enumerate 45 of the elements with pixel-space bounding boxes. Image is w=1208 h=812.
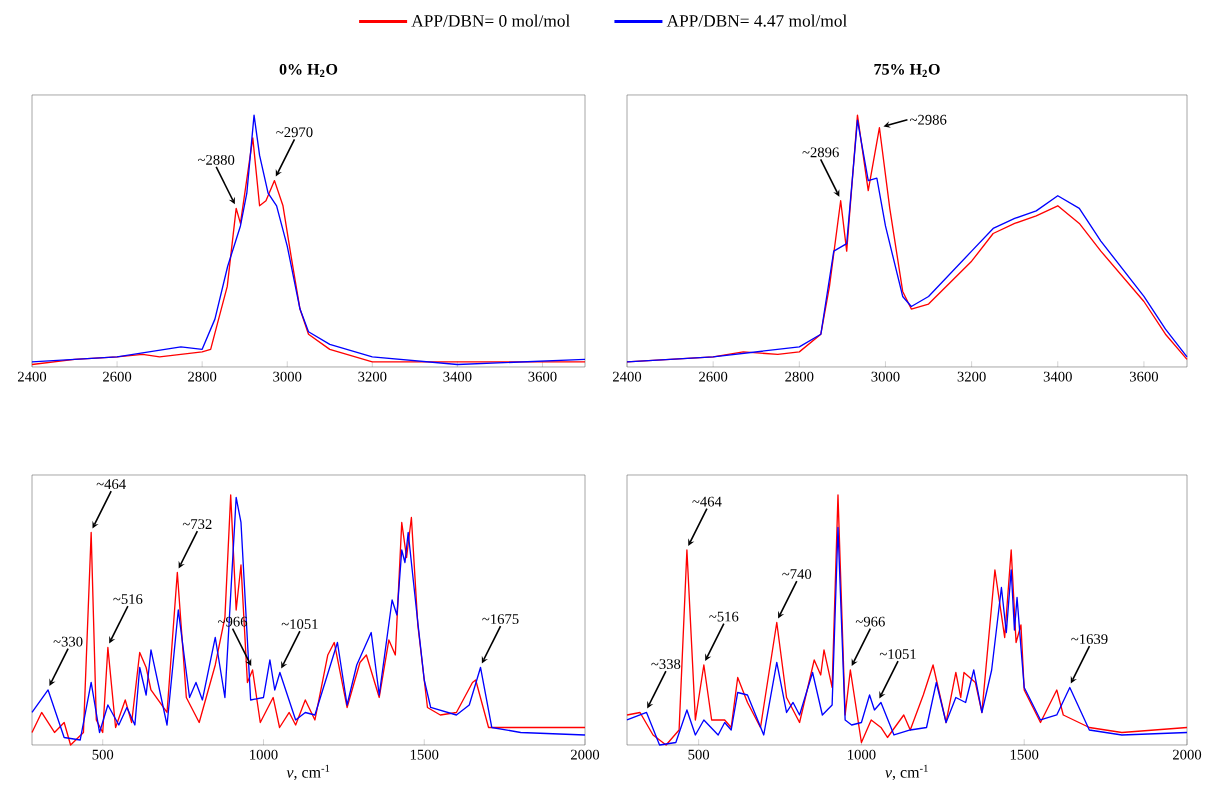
annotation: ~1051 [281, 619, 318, 630]
x-tick-label: 2800 [785, 371, 814, 382]
annotation: ~1639 [1071, 634, 1108, 645]
x-axis-title: ν, cm$^{-1}$ [885, 764, 928, 781]
x-tick-label: 2600 [699, 371, 728, 382]
annotation: ~966 [855, 616, 885, 627]
annotation: ~732 [182, 519, 212, 530]
x-tick-label: 2400 [612, 371, 642, 382]
annotation: ~2880 [197, 154, 235, 165]
legend-label: APP/DBN= 4.47 mol/mol [666, 14, 847, 27]
x-tick-label: 2600 [103, 371, 132, 382]
x-tick-label: 1000 [848, 749, 876, 760]
x-tick-label: 3600 [528, 371, 557, 382]
x-tick-label: 2400 [17, 371, 47, 382]
x-tick-label: 3600 [1129, 371, 1159, 382]
annotation: ~464 [692, 496, 722, 507]
x-tick-label: 1500 [1010, 749, 1039, 760]
chart-title: 75% H$_{2}$O [874, 63, 940, 77]
x-tick-label: 1500 [410, 749, 439, 760]
x-tick-label: 2000 [570, 749, 600, 760]
annotation: ~464 [96, 479, 126, 490]
x-tick-label: 1000 [250, 749, 278, 760]
x-tick-label: 3200 [358, 371, 387, 382]
chart-title: 0% H$_{2}$O [279, 63, 338, 77]
legend-label: APP/DBN= 0 mol/mol [411, 14, 570, 27]
annotation: ~740 [782, 569, 812, 580]
annotation: ~1051 [879, 649, 916, 660]
x-axis-title: ν, cm$^{-1}$ [286, 764, 330, 781]
x-tick-label: 500 [92, 749, 114, 760]
x-tick-label: 3000 [273, 371, 302, 382]
annotation: ~2896 [802, 147, 839, 158]
annotation: ~338 [651, 659, 681, 670]
x-tick-label: 3000 [871, 371, 900, 382]
x-tick-label: 3400 [443, 371, 472, 382]
x-tick-label: 3400 [1043, 371, 1072, 382]
x-tick-label: 3200 [957, 371, 986, 382]
x-tick-label: 2000 [1172, 749, 1202, 760]
annotation: ~516 [113, 594, 143, 605]
annotation: ~330 [53, 636, 83, 647]
annotation: ~516 [709, 611, 739, 622]
annotation: ~2986 [909, 114, 947, 125]
annotation: ~1675 [482, 614, 519, 625]
x-tick-label: 2800 [188, 371, 217, 382]
annotation: ~2970 [276, 127, 313, 138]
x-tick-label: 500 [688, 749, 710, 760]
